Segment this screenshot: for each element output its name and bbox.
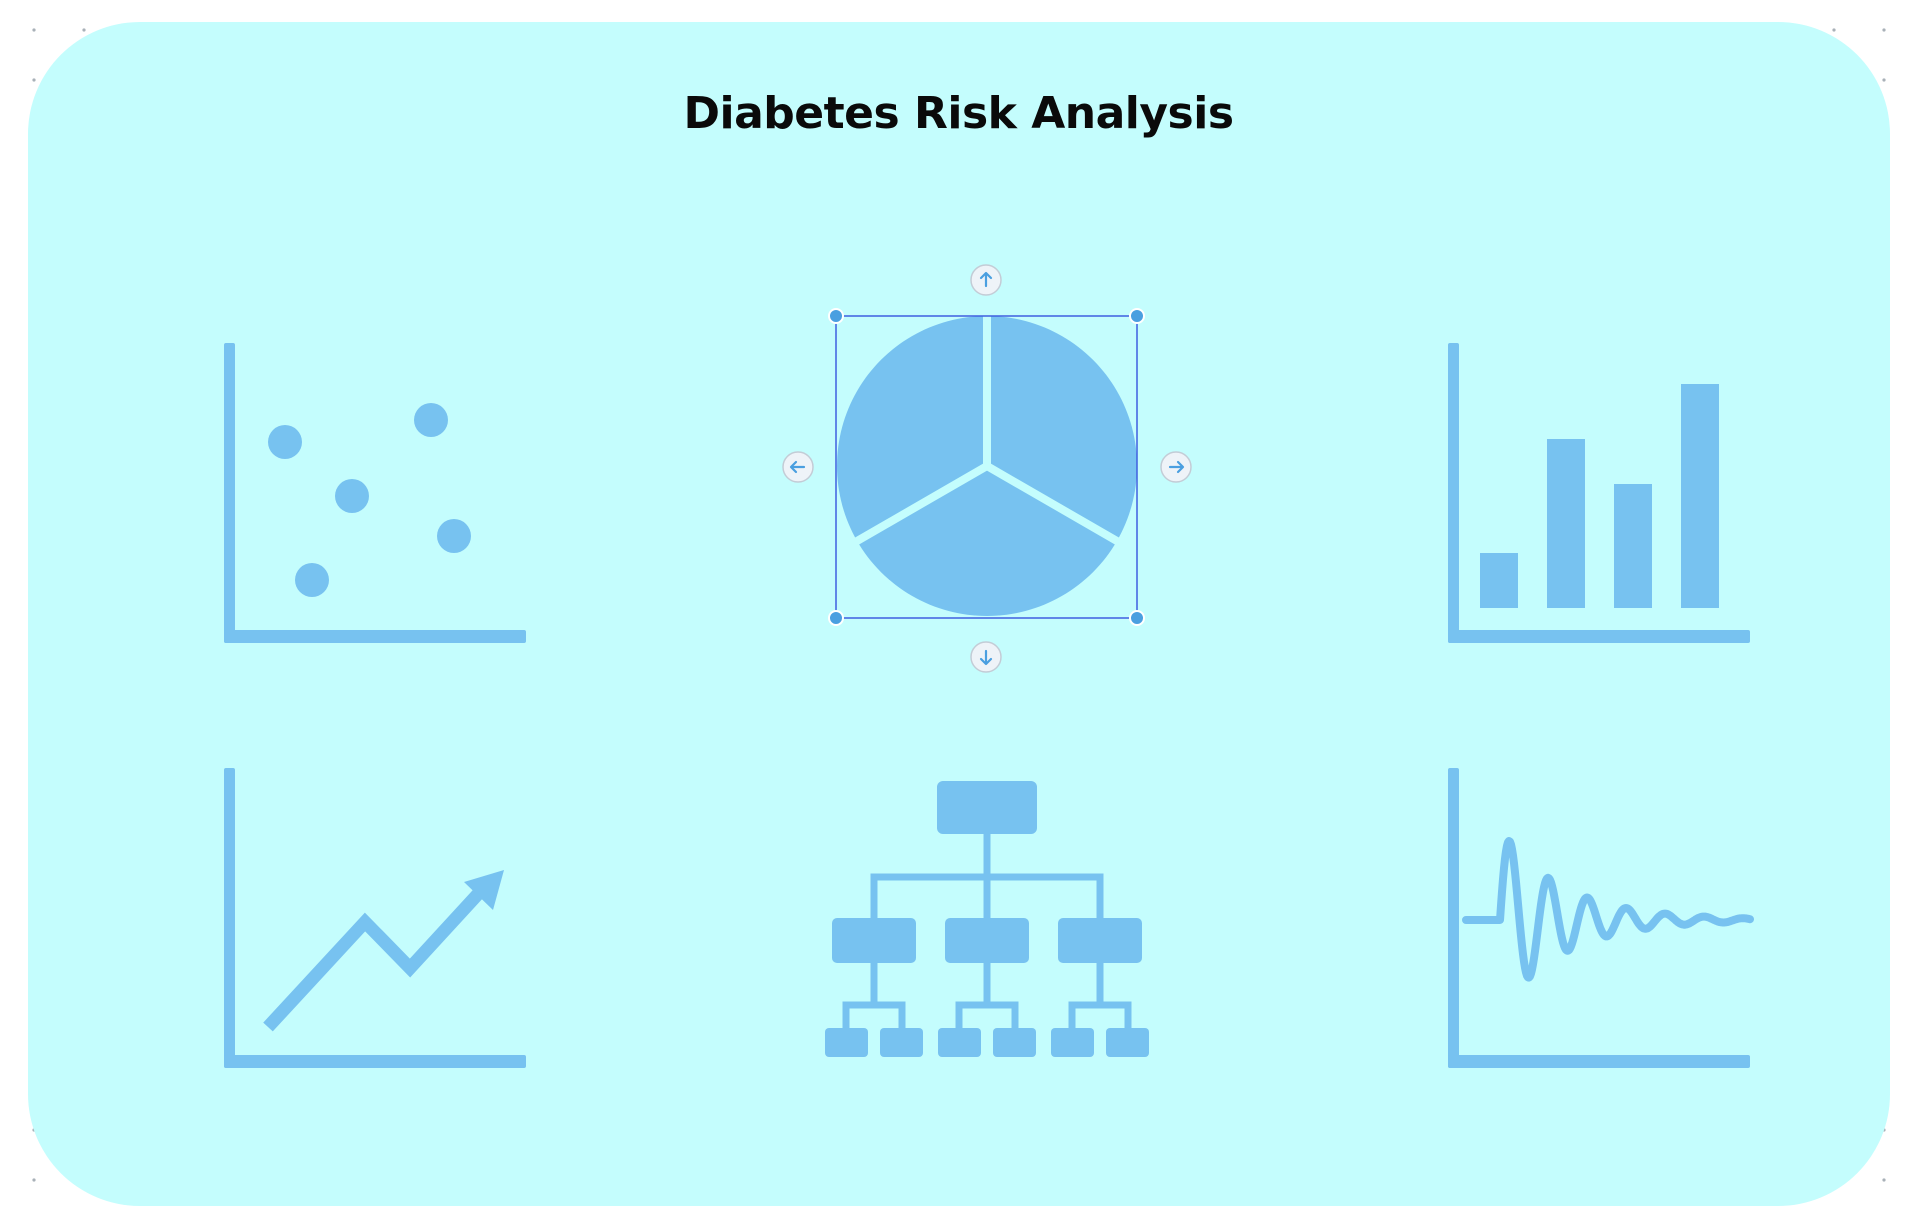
damped-wave-chart-icon[interactable] (1446, 765, 1756, 1070)
arrow-up-icon (979, 271, 993, 288)
selection-frame (828, 308, 1145, 626)
move-up-button[interactable] (968, 262, 1004, 298)
trend-line-chart-icon[interactable] (222, 765, 532, 1070)
move-right-button[interactable] (1158, 449, 1194, 485)
pie-slice-dividers (852, 313, 1122, 546)
scatter-plot-icon[interactable] (222, 340, 532, 645)
bar-chart-icon[interactable] (1446, 340, 1756, 645)
org-chart-icon[interactable] (822, 778, 1152, 1060)
page-title[interactable]: Diabetes Risk Analysis (683, 88, 1234, 139)
pie-chart-icon[interactable] (834, 313, 1140, 619)
arrow-down-icon (979, 649, 993, 666)
resize-handle-bottom-left (828, 610, 844, 626)
arrow-left-icon (789, 460, 806, 474)
move-down-button[interactable] (968, 639, 1004, 675)
arrow-right-icon (1168, 460, 1185, 474)
move-left-button[interactable] (780, 449, 816, 485)
resize-handle-top-right (1129, 308, 1145, 324)
resize-handle-top-left (828, 308, 844, 324)
resize-handle-bottom-right (1129, 610, 1145, 626)
